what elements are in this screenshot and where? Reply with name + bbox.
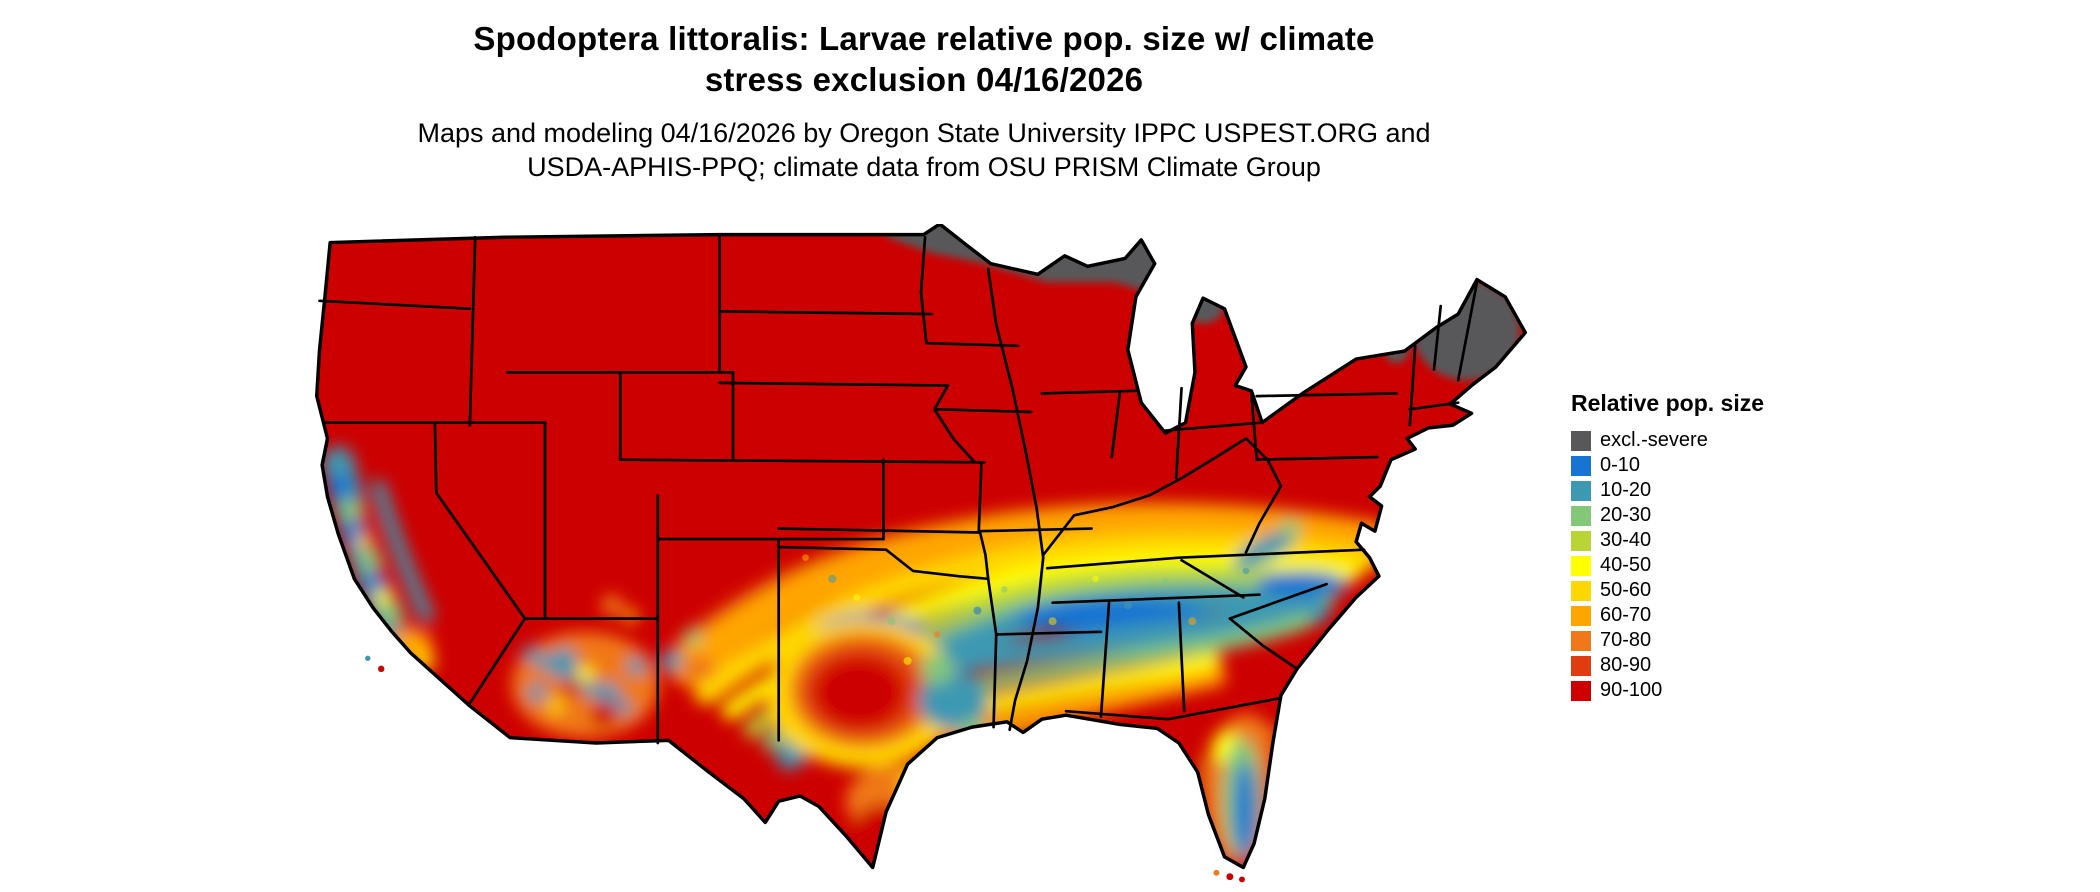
legend-item-label: 90-100 [1600, 679, 1663, 701]
legend-items: excl.-severe 0-10 10-20 20-30 30-40 40-50 50-6… [1571, 428, 1764, 703]
legend-item: 80-90 [1571, 653, 1764, 678]
legend: Relative pop. size excl.-severe 0-10 10-20… [1571, 390, 1764, 703]
legend-item: 50-60 [1571, 578, 1764, 603]
figure-subtitle-line2: USDA-APHIS-PPQ; climate data from OSU PR… [527, 152, 1321, 182]
legend-item-label: 50-60 [1600, 579, 1652, 601]
figure-title-line2: stress exclusion 04/16/2026 [704, 61, 1144, 98]
figure-subtitle-line1: Maps and modeling 04/16/2026 by Oregon S… [417, 118, 1431, 148]
legend-item-label: excl.-severe [1600, 429, 1708, 451]
legend-swatch [1571, 480, 1591, 501]
legend-swatch [1571, 630, 1591, 651]
legend-item-label: 40-50 [1600, 554, 1652, 576]
legend-swatch [1571, 430, 1591, 451]
legend-swatch [1571, 455, 1591, 476]
legend-swatch [1571, 680, 1591, 701]
map-raster [316, 224, 1526, 868]
figure-title: Spodoptera littoralis: Larvae relative p… [0, 18, 1848, 100]
legend-item-label: 10-20 [1600, 479, 1652, 501]
figure-title-line1: Spodoptera littoralis: Larvae relative p… [473, 20, 1375, 57]
legend-item-label: 20-30 [1600, 504, 1652, 526]
legend-item-label: 70-80 [1600, 629, 1652, 651]
legend-swatch [1571, 655, 1591, 676]
legend-title: Relative pop. size [1571, 390, 1765, 416]
map-area [306, 224, 1528, 886]
legend-item-label: 60-70 [1600, 604, 1652, 626]
legend-swatch [1571, 580, 1591, 601]
legend-item: 10-20 [1571, 478, 1764, 503]
legend-item: 90-100 [1571, 678, 1764, 703]
us-map [314, 224, 1528, 883]
legend-swatch [1571, 505, 1591, 526]
legend-item-label: 80-90 [1600, 654, 1652, 676]
legend-item: 70-80 [1571, 628, 1764, 653]
islands [365, 655, 1245, 883]
legend-swatch [1571, 605, 1591, 626]
legend-item: excl.-severe [1571, 428, 1764, 453]
legend-swatch [1571, 530, 1591, 551]
legend-item: 40-50 [1571, 553, 1764, 578]
legend-item: 20-30 [1571, 503, 1764, 528]
us-outline [314, 224, 1528, 870]
legend-item-label: 0-10 [1600, 454, 1641, 476]
legend-item: 0-10 [1571, 453, 1764, 478]
legend-swatch [1571, 555, 1591, 576]
raster-speckle [802, 554, 1250, 665]
legend-item-label: 30-40 [1600, 529, 1652, 551]
legend-item: 30-40 [1571, 528, 1764, 553]
figure-subtitle: Maps and modeling 04/16/2026 by Oregon S… [0, 116, 1848, 184]
legend-item: 60-70 [1571, 603, 1764, 628]
state-borders [318, 233, 1479, 745]
